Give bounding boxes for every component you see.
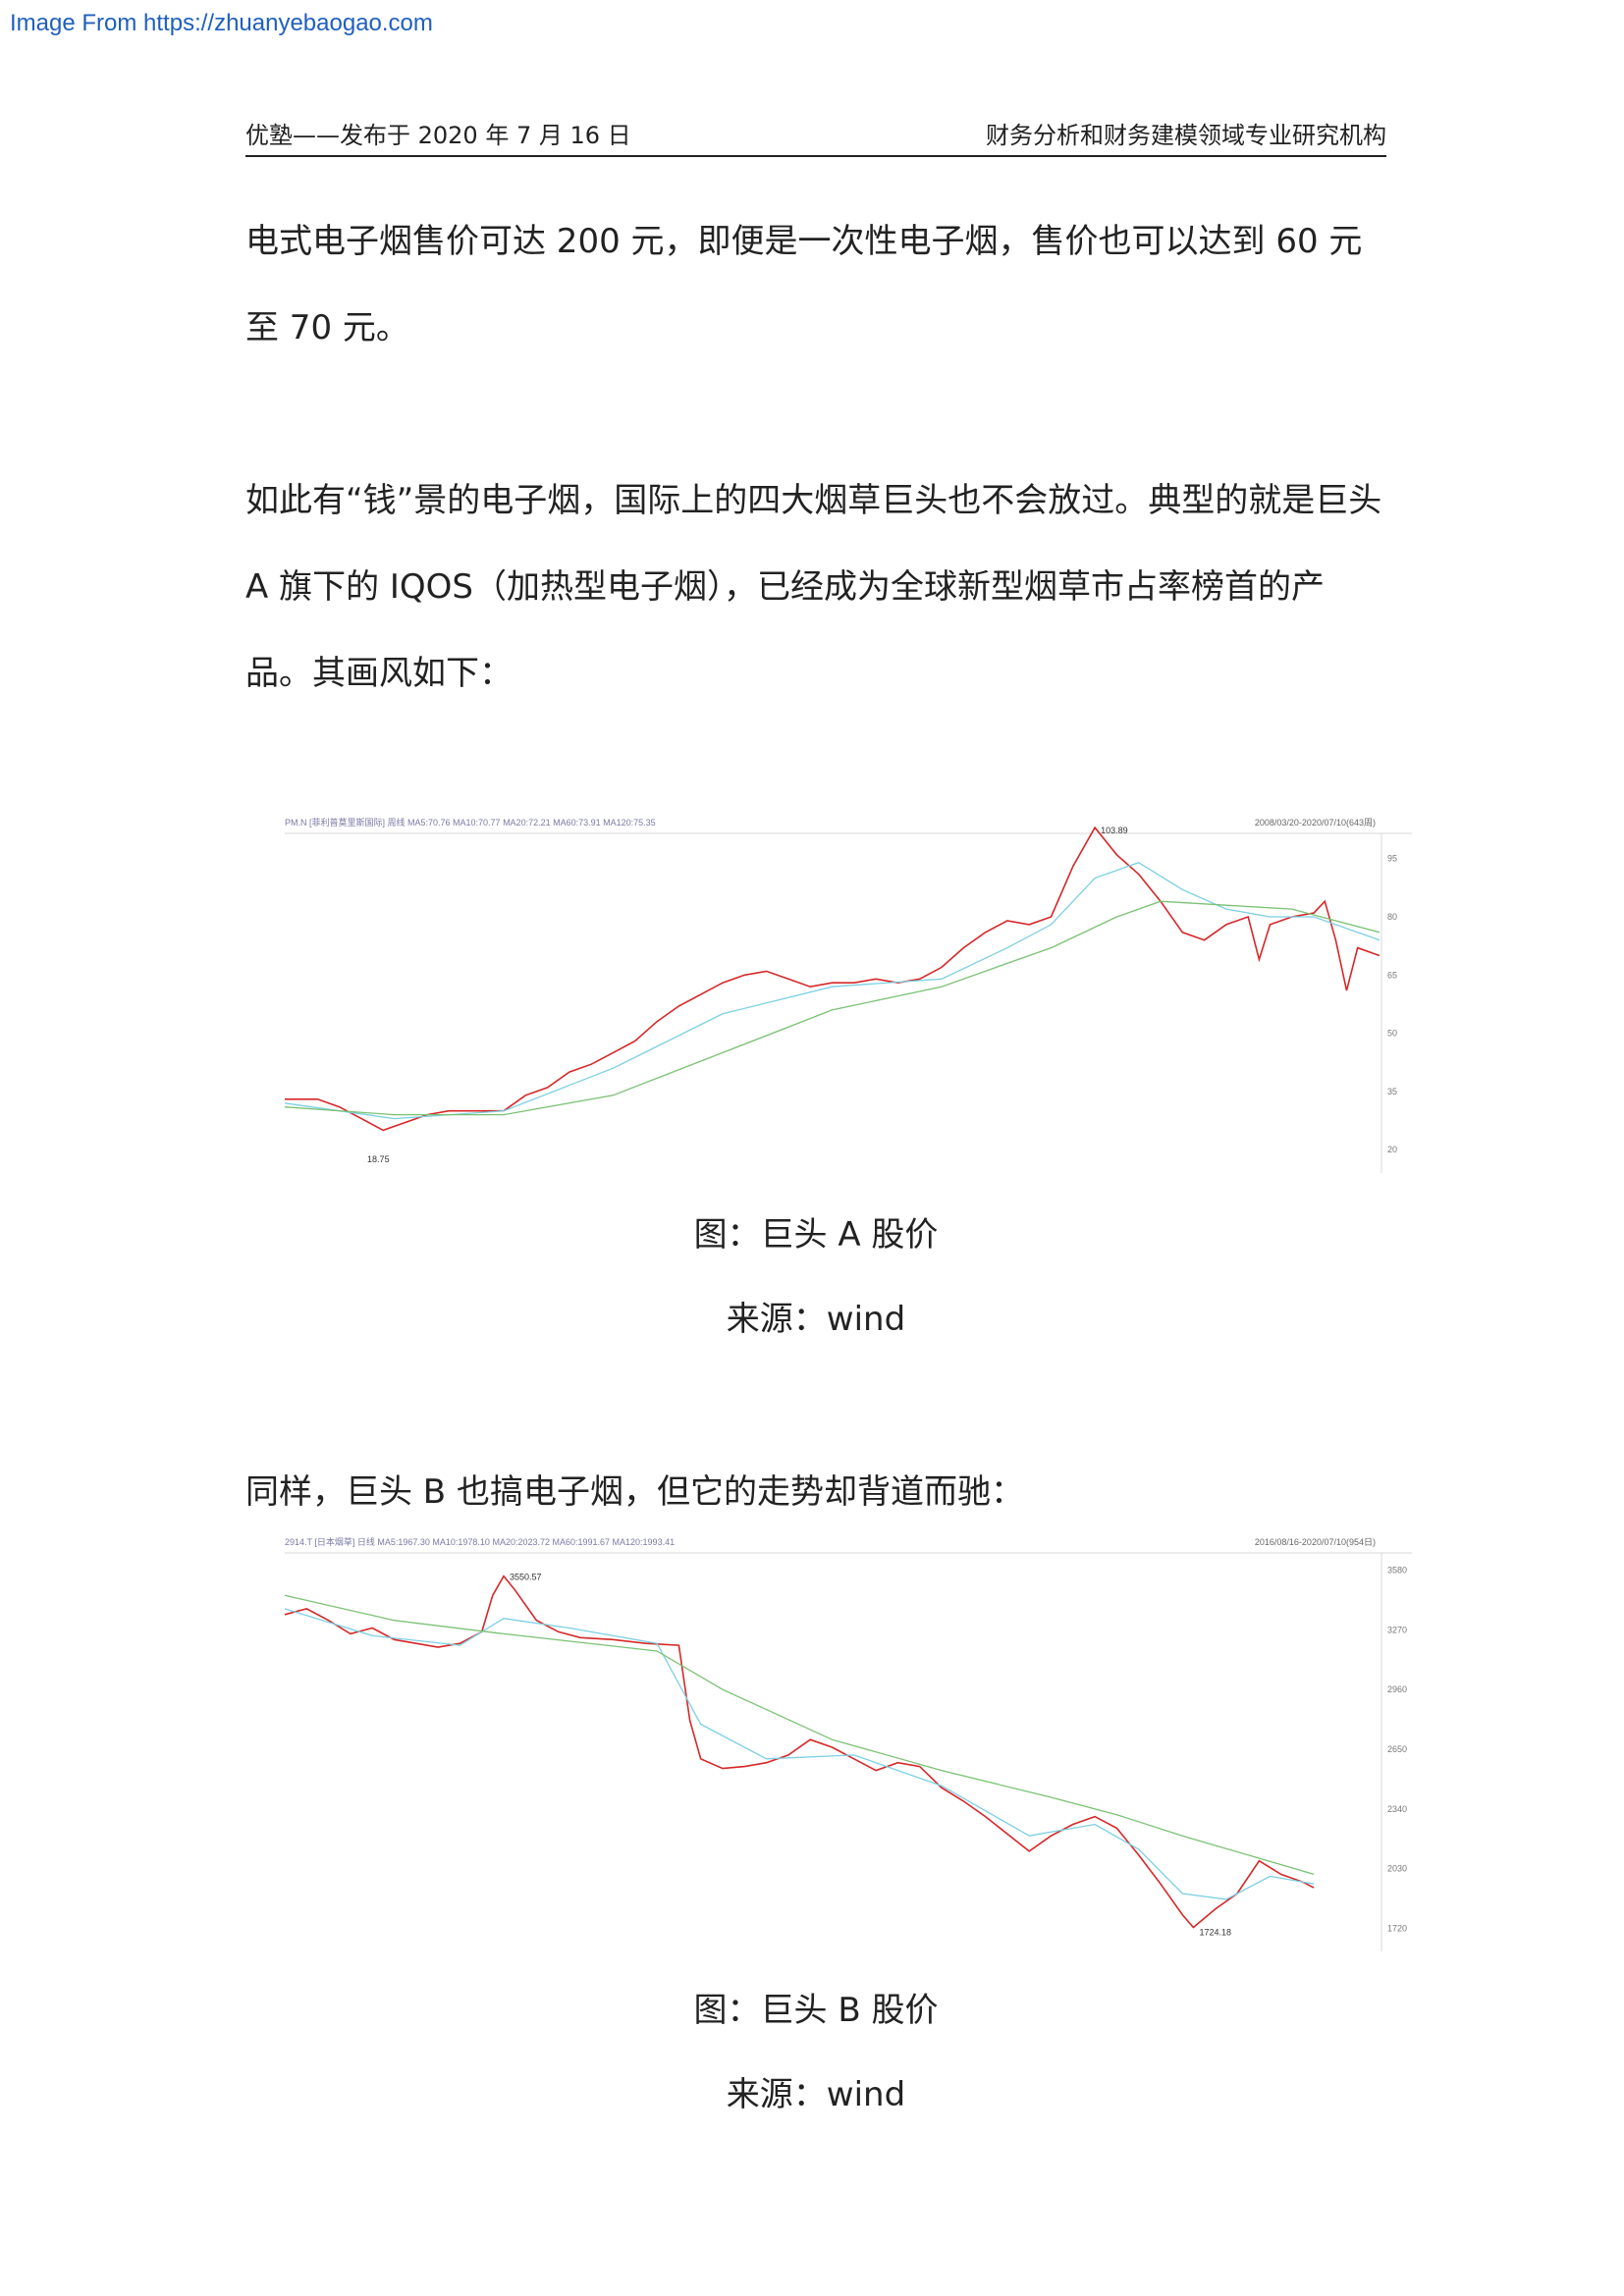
y-tick-label: 20 xyxy=(1387,1145,1397,1154)
page-header: 优塾——发布于 2020 年 7 月 16 日 财务分析和财务建模领域专业研究机… xyxy=(245,116,1386,157)
stock-chart-a-svg: PM.N [菲利普莫里斯国际] 周线 MA5:70.76 MA10:70.77 … xyxy=(284,817,1412,1173)
chart-date-range: 2008/03/20-2020/07/10(643周) xyxy=(1255,818,1376,828)
price-annotation-2: 1724.18 xyxy=(1199,1928,1231,1938)
figure-1-source: 来源：wind xyxy=(726,1300,906,1339)
y-tick-label: 2650 xyxy=(1387,1744,1407,1754)
price-annotation-1: 103.89 xyxy=(1101,826,1128,835)
price-line-series-3 xyxy=(284,1594,1315,1876)
y-tick-label: 80 xyxy=(1387,912,1397,922)
price-annotation-1: 3550.57 xyxy=(510,1573,542,1582)
paragraph-3: 同样，巨头 B 也搞电子烟，但它的走势却背道而驰： xyxy=(245,1472,1024,1512)
figure-2-caption: 图：巨头 B 股价 xyxy=(693,1991,939,2030)
chart-date-range: 2016/08/16-2020/07/10(954日) xyxy=(1255,1537,1376,1547)
header-org-name: 财务分析和财务建模领域专业研究机构 xyxy=(986,122,1386,149)
price-line-series-3 xyxy=(284,900,1380,1116)
y-tick-label: 35 xyxy=(1387,1087,1397,1096)
y-tick-label: 1720 xyxy=(1387,1923,1407,1933)
y-tick-label: 65 xyxy=(1387,970,1397,980)
y-tick-label: 95 xyxy=(1387,854,1397,864)
y-tick-label: 2030 xyxy=(1387,1864,1407,1874)
paragraph-1: 电式电子烟售价可达 200 元，即便是一次性电子烟，售价也可以达到 60 元至 … xyxy=(245,222,1363,347)
y-tick-label: 2960 xyxy=(1387,1684,1407,1694)
chart-header-label: 2914.T [日本烟草] 日线 MA5:1967.30 MA10:1978.1… xyxy=(285,1536,675,1547)
chart-header-label: PM.N [菲利普莫里斯国际] 周线 MA5:70.76 MA10:70.77 … xyxy=(285,817,656,828)
stock-chart-b: 2914.T [日本烟草] 日线 MA5:1967.30 MA10:1978.1… xyxy=(280,1529,1414,1953)
price-line-series-1 xyxy=(285,826,1380,1132)
y-tick-label: 50 xyxy=(1387,1029,1397,1039)
price-annotation-2: 18.75 xyxy=(367,1154,390,1164)
figure-2-source: 来源：wind xyxy=(726,2075,906,2114)
price-line-series-1 xyxy=(284,1575,1315,1929)
y-tick-label: 3580 xyxy=(1387,1566,1407,1575)
y-tick-label: 2340 xyxy=(1387,1804,1407,1814)
stock-chart-b-svg: 2914.T [日本烟草] 日线 MA5:1967.30 MA10:1978.1… xyxy=(284,1536,1412,1951)
y-tick-label: 3270 xyxy=(1387,1625,1407,1634)
source-watermark: Image From https://zhuanyebaogao.com xyxy=(10,10,433,36)
paragraph-2: 如此有“钱”景的电子烟，国际上的四大烟草巨头也不会放过。典型的就是巨头 A 旗下… xyxy=(245,481,1382,693)
price-line-series-2 xyxy=(284,861,1380,1120)
header-publish-date: 优塾——发布于 2020 年 7 月 16 日 xyxy=(245,122,631,149)
figure-1-caption: 图：巨头 A 股价 xyxy=(693,1215,939,1255)
stock-chart-a: PM.N [菲利普莫里斯国际] 周线 MA5:70.76 MA10:70.77 … xyxy=(280,810,1414,1175)
price-line-series-2 xyxy=(284,1608,1315,1900)
